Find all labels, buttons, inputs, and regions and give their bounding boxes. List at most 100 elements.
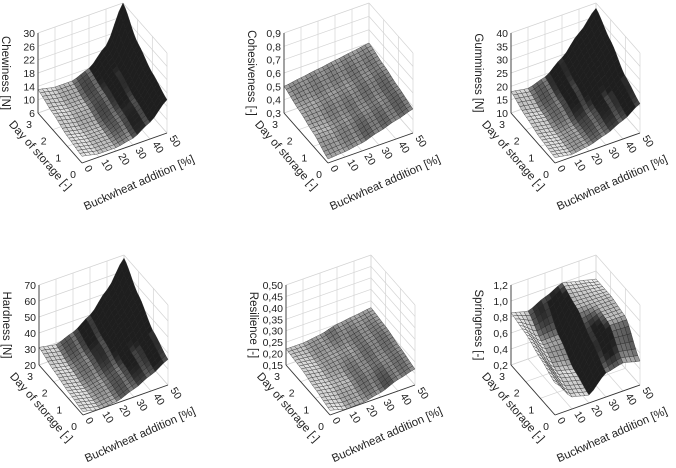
z-tick-label: 1,2 xyxy=(493,280,508,292)
x-tick-label: 20 xyxy=(588,151,604,167)
z-tick-label: 0,25 xyxy=(263,337,284,349)
z-tick-label: 0,45 xyxy=(263,291,284,303)
y-axis-line xyxy=(38,364,84,416)
y-tick-label: 3 xyxy=(499,371,505,383)
z-tick-label: 22 xyxy=(23,55,35,67)
z-tick-label: 0,15 xyxy=(263,360,284,372)
surface-patch xyxy=(327,406,335,411)
y-axis-line xyxy=(510,364,556,416)
x-tick-label: 0 xyxy=(327,163,340,174)
x-tick-label: 50 xyxy=(412,133,428,149)
z-tick-label: 0,5 xyxy=(266,81,281,93)
z-tick-label: 0,6 xyxy=(493,328,508,340)
wall-gridline xyxy=(510,270,597,302)
z-axis-label: Gumminess [N] xyxy=(472,33,484,112)
y-axis-line xyxy=(283,112,329,164)
z-tick-label: 0,3 xyxy=(266,108,281,120)
wall-gridline xyxy=(370,254,416,306)
x-tick-label: 10 xyxy=(346,409,362,425)
wall-gridline xyxy=(368,2,414,54)
z-tick-label: 14 xyxy=(23,81,35,93)
y-tick-label: 2 xyxy=(514,136,520,148)
y-tick-label: 3 xyxy=(272,119,278,131)
surface-plot-resilience: 0,150,200,250,300,350,400,450,500 10 20 30 4… xyxy=(247,254,444,465)
x-tick-label: 30 xyxy=(380,397,396,413)
y-axis-line xyxy=(37,112,83,164)
surface-mesh xyxy=(510,7,641,158)
surface-mesh xyxy=(283,42,414,160)
surface-patch xyxy=(80,407,88,412)
wall-gridline xyxy=(123,254,169,306)
x-tick-label: 20 xyxy=(115,151,131,167)
x-tick-label: 30 xyxy=(132,145,148,161)
z-tick-label: 15 xyxy=(496,95,508,107)
wall-gridline xyxy=(595,254,641,306)
z-tick-label: 0,8 xyxy=(493,312,508,324)
x-tick-label: 50 xyxy=(167,385,183,401)
y-tick-label: 2 xyxy=(42,388,48,400)
wall-gridline xyxy=(370,300,416,351)
z-tick-label: 40 xyxy=(496,28,508,40)
z-tick-label: 0,4 xyxy=(493,344,508,356)
x-tick-label: 10 xyxy=(99,409,115,425)
wall-gridline xyxy=(38,270,125,302)
x-tick-label: 20 xyxy=(116,403,132,419)
x-tick-label: 50 xyxy=(414,385,430,401)
surface-mesh xyxy=(37,2,168,157)
y-axis-line xyxy=(285,364,331,416)
x-tick-label: 10 xyxy=(571,157,587,173)
wall-gridline xyxy=(283,2,370,34)
wall-gridline xyxy=(368,29,414,80)
x-tick-label: 20 xyxy=(588,403,604,419)
surface-plot-cohesiveness: 0,30,40,50,60,70,80,90 10 20 30 40 500123Buck… xyxy=(245,2,442,213)
x-tick-label: 0 xyxy=(554,163,567,174)
x-axis-line xyxy=(554,384,641,416)
z-tick-label: 30 xyxy=(496,55,508,67)
y-tick-label: 3 xyxy=(27,371,33,383)
wall-gridline xyxy=(285,266,372,297)
surface-patch xyxy=(325,153,333,160)
wall-gridline xyxy=(122,2,168,54)
y-tick-label: 0 xyxy=(543,169,549,181)
y-tick-label: 2 xyxy=(41,136,47,148)
x-tick-label: 10 xyxy=(571,409,587,425)
x-tick-label: 0 xyxy=(81,163,94,174)
z-tick-label: 70 xyxy=(24,280,36,292)
z-tick-label: 0,20 xyxy=(263,349,284,361)
surface-patch xyxy=(552,153,560,158)
y-axis-line xyxy=(510,112,556,164)
x-tick-label: 30 xyxy=(605,145,621,161)
x-tick-label: 40 xyxy=(397,391,413,407)
wall-gridline xyxy=(368,42,414,94)
x-tick-label: 40 xyxy=(150,391,166,407)
z-tick-label: 35 xyxy=(496,41,508,53)
z-tick-label: 25 xyxy=(496,68,508,80)
y-tick-label: 0 xyxy=(71,421,77,433)
floor-gridline xyxy=(527,358,573,410)
z-tick-label: 0,9 xyxy=(266,28,281,40)
wall-gridline xyxy=(510,2,597,34)
z-tick-label: 0,30 xyxy=(263,326,284,338)
x-tick-label: 0 xyxy=(554,415,567,426)
wall-gridline xyxy=(285,277,372,309)
wall-gridline xyxy=(37,16,124,47)
x-tick-label: 40 xyxy=(149,139,165,155)
x-axis-line xyxy=(327,132,414,164)
wall-gridline xyxy=(510,254,597,286)
x-tick-label: 20 xyxy=(363,403,379,419)
wall-gridline xyxy=(370,289,416,340)
y-tick-label: 2 xyxy=(287,136,293,148)
surface-patch xyxy=(552,379,560,386)
y-tick-label: 1 xyxy=(528,404,534,416)
x-axis-line xyxy=(554,132,641,164)
x-tick-label: 10 xyxy=(98,157,114,173)
z-axis-label: Resilience [-] xyxy=(247,292,259,358)
z-axis-label: Cohesiveness [-] xyxy=(245,30,257,116)
z-tick-label: 20 xyxy=(496,81,508,93)
y-tick-label: 3 xyxy=(499,119,505,131)
z-tick-label: 0,6 xyxy=(266,68,281,80)
z-tick-label: 50 xyxy=(24,312,36,324)
